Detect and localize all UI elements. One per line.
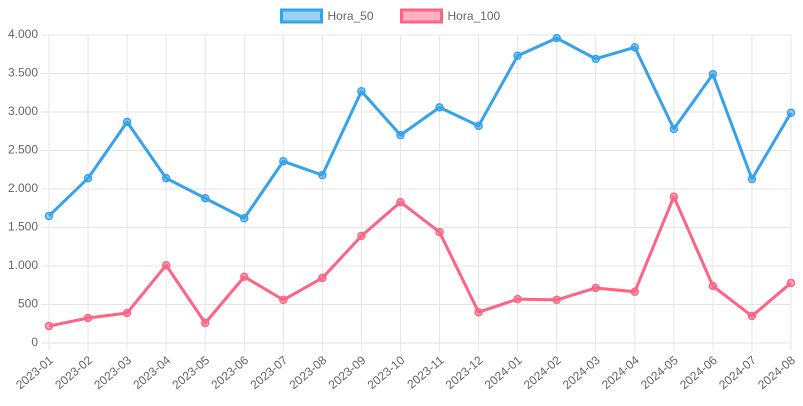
x-tick-label: 2023-09 [326,353,369,392]
data-point [747,174,757,184]
y-tick-label: 3.000 [8,104,38,118]
series-line [48,195,792,328]
data-point [318,273,327,283]
x-tick-label: 2023-12 [443,353,486,392]
x-tick-label: 2024-02 [521,353,564,392]
data-point [630,287,640,297]
data-point [161,173,171,183]
data-point [669,124,679,134]
data-point [552,295,561,305]
legend-label: Hora_100 [448,9,501,23]
data-point [83,313,93,323]
data-point [552,33,561,43]
data-point [44,211,54,221]
y-tick-label: 4.000 [8,27,38,41]
x-tick-label: 2024-08 [755,353,798,392]
data-point [708,281,718,291]
y-tick-label: 3.500 [8,66,38,80]
x-tick-label: 2024-01 [482,353,525,392]
data-point [318,170,327,180]
x-tick-label: 2024-03 [560,353,603,392]
data-point [435,227,444,237]
data-point [435,103,444,112]
legend-label: Hora_50 [328,9,374,23]
y-tick-label: 1.000 [8,258,38,272]
data-point [786,278,796,288]
data-point [357,86,366,96]
data-point [669,192,679,201]
x-tick-label: 2023-08 [287,353,330,392]
data-point [630,43,640,52]
data-point [200,318,210,328]
x-tick-label: 2024-04 [599,353,642,392]
data-point [591,283,600,293]
data-point [240,272,249,282]
data-point [279,157,288,166]
data-point [83,173,93,183]
x-tick-label: 2023-04 [130,353,173,392]
y-tick-label: 500 [18,297,38,311]
data-point [396,130,405,140]
data-point [279,295,288,305]
data-point [357,231,366,241]
x-tick-label: 2024-07 [716,353,759,392]
data-point [396,197,405,207]
x-tick-label: 2023-03 [91,353,134,392]
data-point [474,121,483,131]
data-point [200,193,210,203]
data-point [513,294,522,304]
data-point [122,117,132,127]
x-tick-label: 2023-07 [248,353,291,392]
data-point [161,260,171,270]
x-tick-label: 2023-11 [404,353,446,392]
data-point [474,307,483,317]
data-point [122,308,132,318]
y-tick-label: 0 [31,335,38,349]
data-point [747,311,757,321]
data-point [240,214,249,223]
x-tick-label: 2023-02 [52,353,95,392]
legend-swatch [280,8,323,24]
y-tick-label: 2.000 [8,181,38,195]
y-tick-label: 1.500 [8,220,38,234]
data-point [786,108,796,118]
data-point [513,51,522,61]
series-line [47,36,793,220]
data-point [44,321,54,331]
data-point [708,70,718,79]
x-tick-label: 2024-06 [677,353,720,392]
data-point [591,54,600,64]
x-tick-label: 2023-01 [13,353,56,392]
y-tick-label: 2.500 [8,143,38,157]
x-tick-label: 2023-10 [365,353,408,392]
x-tick-label: 2023-06 [208,353,251,392]
legend-swatch [400,8,443,24]
x-tick-label: 2024-05 [638,353,681,392]
x-tick-label: 2023-05 [169,353,212,392]
